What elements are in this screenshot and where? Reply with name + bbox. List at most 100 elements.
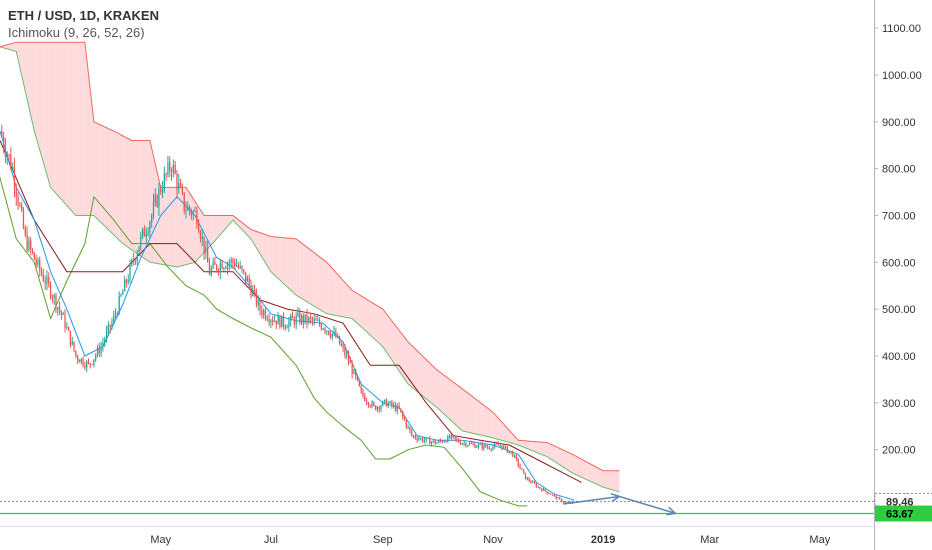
cloud-segment xyxy=(88,74,91,216)
candle xyxy=(288,316,290,332)
candle xyxy=(461,442,463,446)
candle-body xyxy=(474,443,476,448)
candle-body xyxy=(533,481,536,484)
candle-body xyxy=(210,268,212,275)
cloud-segment xyxy=(431,364,434,405)
candle xyxy=(284,324,286,331)
cloud-segment xyxy=(418,352,421,395)
cloud-segment xyxy=(577,457,580,477)
horizontal-lines xyxy=(0,500,874,515)
candle-body xyxy=(190,210,193,215)
span-b-line xyxy=(0,41,620,472)
candle xyxy=(261,305,263,319)
candle xyxy=(169,156,171,178)
cloud-segment xyxy=(290,238,293,292)
candle-body xyxy=(514,455,516,457)
candle xyxy=(441,440,444,444)
candle-body xyxy=(24,228,26,235)
candle-body xyxy=(286,327,288,329)
candle-body xyxy=(405,420,407,427)
candle xyxy=(394,402,397,412)
candle xyxy=(64,309,66,333)
candle xyxy=(385,398,388,407)
cloud-segment xyxy=(211,215,214,245)
cloud-segment xyxy=(50,42,53,190)
cloud-segment xyxy=(456,384,459,428)
cloud-segment xyxy=(216,215,219,239)
cloud-segment xyxy=(7,44,10,50)
candle xyxy=(295,312,297,330)
candle-body xyxy=(252,290,254,296)
candle xyxy=(143,225,146,237)
symbol-label[interactable]: ETH / USD, 1D, KRAKEN xyxy=(8,8,159,23)
cloud-segment xyxy=(274,236,277,277)
candle xyxy=(374,405,377,411)
cloud-segment xyxy=(529,441,531,451)
candle-body xyxy=(302,315,305,323)
candle xyxy=(107,320,109,337)
cloud-segment xyxy=(429,363,432,404)
candle-body xyxy=(51,297,53,299)
candle-body xyxy=(562,501,565,503)
candle xyxy=(344,344,346,359)
candle xyxy=(264,307,267,321)
candle xyxy=(234,258,236,270)
cloud-segment xyxy=(581,459,584,479)
candle-body xyxy=(450,435,453,439)
candle xyxy=(255,288,258,308)
candle-body xyxy=(393,404,395,406)
candle-body xyxy=(458,439,460,443)
candle xyxy=(100,341,102,358)
candle xyxy=(439,438,442,443)
candle-body xyxy=(201,236,203,239)
conversion-line xyxy=(0,130,575,501)
candle-body xyxy=(250,285,252,296)
candle xyxy=(364,392,366,402)
cloud-segment xyxy=(487,408,490,438)
cloud-segment xyxy=(599,468,602,487)
cloud-segment xyxy=(83,42,85,216)
cloud-segment xyxy=(426,359,428,401)
cloud-segment xyxy=(608,470,611,490)
candle-body xyxy=(470,443,472,445)
candle xyxy=(35,254,37,270)
cloud-segment xyxy=(323,259,326,313)
cloud-segment xyxy=(41,42,44,163)
candle-body xyxy=(143,228,146,237)
candle-body xyxy=(223,267,225,269)
candle xyxy=(485,444,487,448)
candle xyxy=(268,313,270,327)
candle-body xyxy=(138,246,140,254)
candle xyxy=(263,308,265,319)
cloud-segment xyxy=(368,300,371,336)
candle xyxy=(145,227,147,244)
candle xyxy=(521,467,523,470)
cloud-segment xyxy=(469,394,472,433)
candle-body xyxy=(188,206,191,211)
cloud-segment xyxy=(538,441,540,454)
cloud-segment xyxy=(252,230,255,245)
candle xyxy=(51,294,53,304)
cloud-segment xyxy=(559,448,562,467)
candle xyxy=(33,251,35,261)
cloud-segment xyxy=(588,463,591,482)
candle-body xyxy=(371,402,373,407)
candle xyxy=(355,368,357,380)
candle-body xyxy=(163,173,165,191)
candle xyxy=(313,313,315,326)
candle-body xyxy=(486,447,489,449)
cloud-segment xyxy=(95,122,98,219)
candle xyxy=(80,358,82,365)
indicator-label[interactable]: Ichimoku (9, 26, 52, 26) xyxy=(8,25,145,40)
price-axis: 1100.00 1000.00 900.00 800.00 700.00 600.00 50… xyxy=(874,0,932,550)
candle xyxy=(329,330,332,339)
candle xyxy=(311,316,314,326)
candle-body xyxy=(208,262,211,275)
candle xyxy=(49,281,52,300)
candle xyxy=(481,441,483,451)
candle xyxy=(551,494,554,496)
candle xyxy=(349,356,351,364)
candle xyxy=(232,257,234,269)
cloud-segment xyxy=(520,440,522,447)
candle xyxy=(519,463,521,470)
